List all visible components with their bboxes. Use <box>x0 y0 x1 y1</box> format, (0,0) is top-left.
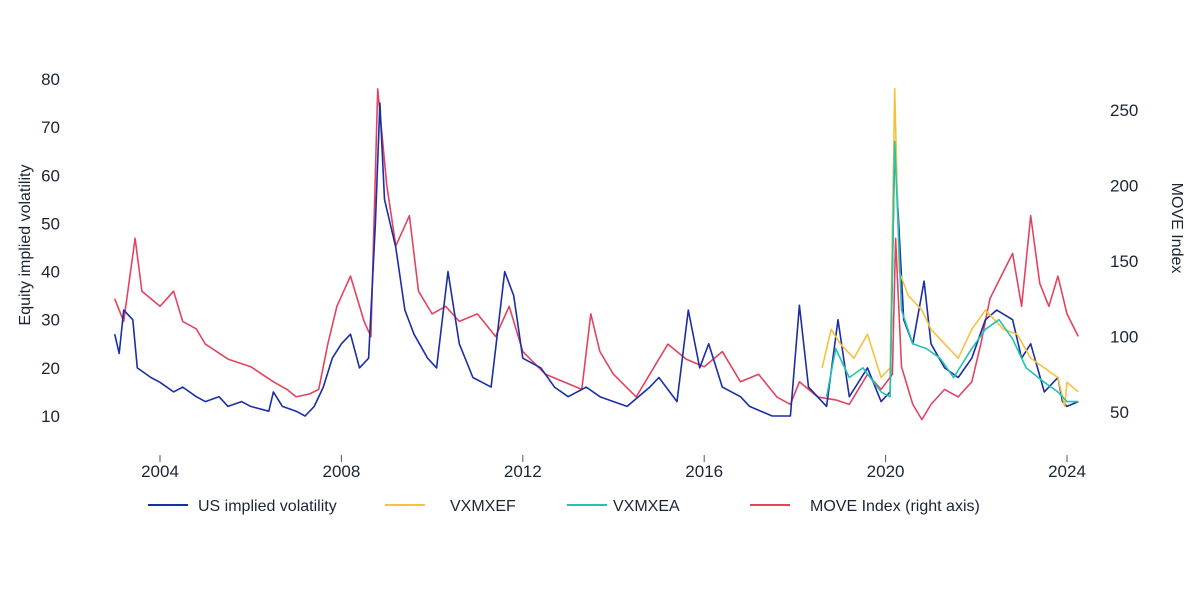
left-axis-title: Equity implied volatility <box>17 165 34 326</box>
y2-tick-label: 250 <box>1110 101 1138 120</box>
x-tick-label: 2008 <box>322 462 360 481</box>
y-tick-label: 30 <box>41 311 60 330</box>
x-tick-label: 2004 <box>141 462 179 481</box>
y2-tick-label: 50 <box>1110 403 1129 422</box>
y2-tick-label: 150 <box>1110 252 1138 271</box>
series-line-vxmxef <box>821 87 1079 408</box>
x-tick-label: 2012 <box>504 462 542 481</box>
right-axis-title: MOVE Index <box>1168 183 1185 274</box>
y2-tick-label: 100 <box>1110 328 1138 347</box>
y-tick-label: 70 <box>41 118 60 137</box>
legend-label: VXMXEA <box>613 498 680 515</box>
legend-label: US implied volatility <box>198 498 337 515</box>
y-tick-label: 20 <box>41 359 60 378</box>
x-tick-label: 2016 <box>685 462 723 481</box>
x-axis-ticks: 2004 2008 2012 2016 2020 2024 <box>141 455 1086 481</box>
left-axis-ticks: 10 20 30 40 50 60 70 80 <box>41 70 60 426</box>
legend-label: MOVE Index (right axis) <box>810 498 980 515</box>
series-line-move-index-right-axis <box>113 88 1080 421</box>
series-line-vxmxea <box>825 140 1079 403</box>
legend-label: VXMXEF <box>450 498 516 515</box>
y2-tick-label: 200 <box>1110 177 1138 196</box>
x-tick-label: 2020 <box>867 462 905 481</box>
series-line-us-implied-volatility <box>113 102 1079 417</box>
y-tick-label: 40 <box>41 263 60 282</box>
legend: US implied volatility VXMXEF VXMXEA MOVE In… <box>148 498 980 515</box>
x-tick-label: 2024 <box>1048 462 1086 481</box>
series-lines <box>113 87 1080 421</box>
y-tick-label: 80 <box>41 70 60 89</box>
y-tick-label: 50 <box>41 214 60 233</box>
y-tick-label: 60 <box>41 166 60 185</box>
y-tick-label: 10 <box>41 407 60 426</box>
right-axis-ticks: 50 100 150 200 250 <box>1110 101 1138 422</box>
